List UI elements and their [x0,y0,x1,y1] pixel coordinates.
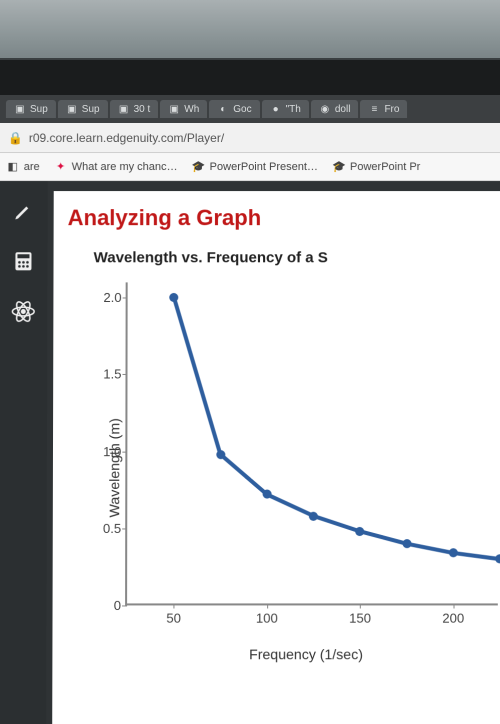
laptop-bezel [0,58,500,98]
bookmarks-bar: ◧ are ✦ What are my chanc… 🎓 PowerPoint Prese… [0,153,500,181]
plot-area: 00.51.01.52.050100150200 [125,282,498,605]
x-tick-label: 100 [256,611,278,626]
browser-tab[interactable]: ◐ Goc [209,100,259,118]
chart-container: Wavelength (m) Frequency (1/sec) 00.51.0… [67,276,500,660]
chart-title: Wavelength vs. Frequency of a S [68,249,500,266]
app-frame: Analyzing a Graph Wavelength vs. Frequen… [0,181,500,724]
browser-tab[interactable]: ▣ Wh [160,100,207,118]
y-axis-label: Wavelength (m) [106,418,122,517]
atom-icon[interactable] [9,297,37,325]
tab-label: Goc [233,103,251,114]
bookmark-label: PowerPoint Pr [350,161,420,173]
url-text: r09.core.learn.edgenuity.com/Player/ [29,130,224,144]
browser-tab[interactable]: ▣ Sup [58,100,108,118]
tab-favicon-icon: ▣ [66,103,78,115]
lesson-content: Analyzing a Graph Wavelength vs. Frequen… [52,191,500,724]
data-point [449,548,458,557]
tab-label: Sup [30,103,48,114]
bookmark-label: PowerPoint Present… [210,161,318,173]
bookmark-item[interactable]: ◧ are [6,160,40,174]
bookmark-label: What are my chanc… [72,161,178,173]
bookmark-item[interactable]: 🎓 PowerPoint Pr [332,160,420,174]
y-tick-label: 1.5 [87,367,121,382]
bookmark-label: are [24,161,40,173]
tab-label: "Th [286,103,301,114]
tab-label: Sup [82,103,100,114]
bookmark-icon: 🎓 [192,160,206,174]
tab-favicon-icon: ≡ [368,103,380,115]
browser-tab[interactable]: ≡ Fro [360,100,407,118]
data-point [309,511,318,520]
y-tick-label: 1.0 [87,444,121,459]
browser-tab-strip: ▣ Sup ▣ Sup ▣ 30 t ▣ Wh ◐ Goc ● "Th ◉ doll ≡ Fro [0,95,500,123]
tab-label: doll [335,103,351,114]
tab-label: Fro [384,103,399,114]
y-tick-label: 0 [87,598,121,613]
browser-tab[interactable]: ▣ 30 t [110,100,159,118]
x-tick-label: 200 [442,611,464,626]
data-point [495,555,500,564]
browser-tab[interactable]: ● "Th [262,100,309,118]
data-point [262,490,271,499]
bookmark-icon: 🎓 [332,160,346,174]
lock-icon: 🔒 [8,130,23,144]
section-title: Analyzing a Graph [68,205,500,231]
data-point [355,527,364,536]
y-tick-label: 2.0 [88,290,122,305]
data-point [170,293,179,302]
pen-icon[interactable] [10,197,38,225]
x-tick-label: 50 [166,611,181,626]
tab-favicon-icon: ◉ [319,103,331,115]
tab-favicon-icon: ▣ [118,103,130,115]
y-tick-label: 0.5 [87,521,121,536]
bookmark-icon: ◧ [6,160,20,174]
tab-label: Wh [184,103,199,114]
tab-favicon-icon: ◐ [217,103,229,115]
tab-favicon-icon: ● [270,103,282,115]
x-tick-label: 150 [349,611,371,626]
laptop-screen: ▣ Sup ▣ Sup ▣ 30 t ▣ Wh ◐ Goc ● "Th ◉ doll ≡ Fro 🔒 r09.… [0,95,500,724]
tab-label: 30 t [134,103,151,114]
calculator-icon[interactable] [9,247,37,275]
bookmark-item[interactable]: 🎓 PowerPoint Present… [192,160,318,174]
x-axis-label: Frequency (1/sec) [249,646,363,662]
bookmark-item[interactable]: ✦ What are my chanc… [54,160,178,174]
tool-strip [0,181,48,724]
browser-tab[interactable]: ◉ doll [311,100,359,118]
tab-favicon-icon: ▣ [14,103,26,115]
browser-address-bar[interactable]: 🔒 r09.core.learn.edgenuity.com/Player/ [0,123,500,153]
browser-tab[interactable]: ▣ Sup [6,100,56,118]
data-point [402,539,411,548]
chart-line [127,282,500,605]
tab-favicon-icon: ▣ [168,103,180,115]
bookmark-icon: ✦ [54,160,68,174]
data-point [216,450,225,459]
